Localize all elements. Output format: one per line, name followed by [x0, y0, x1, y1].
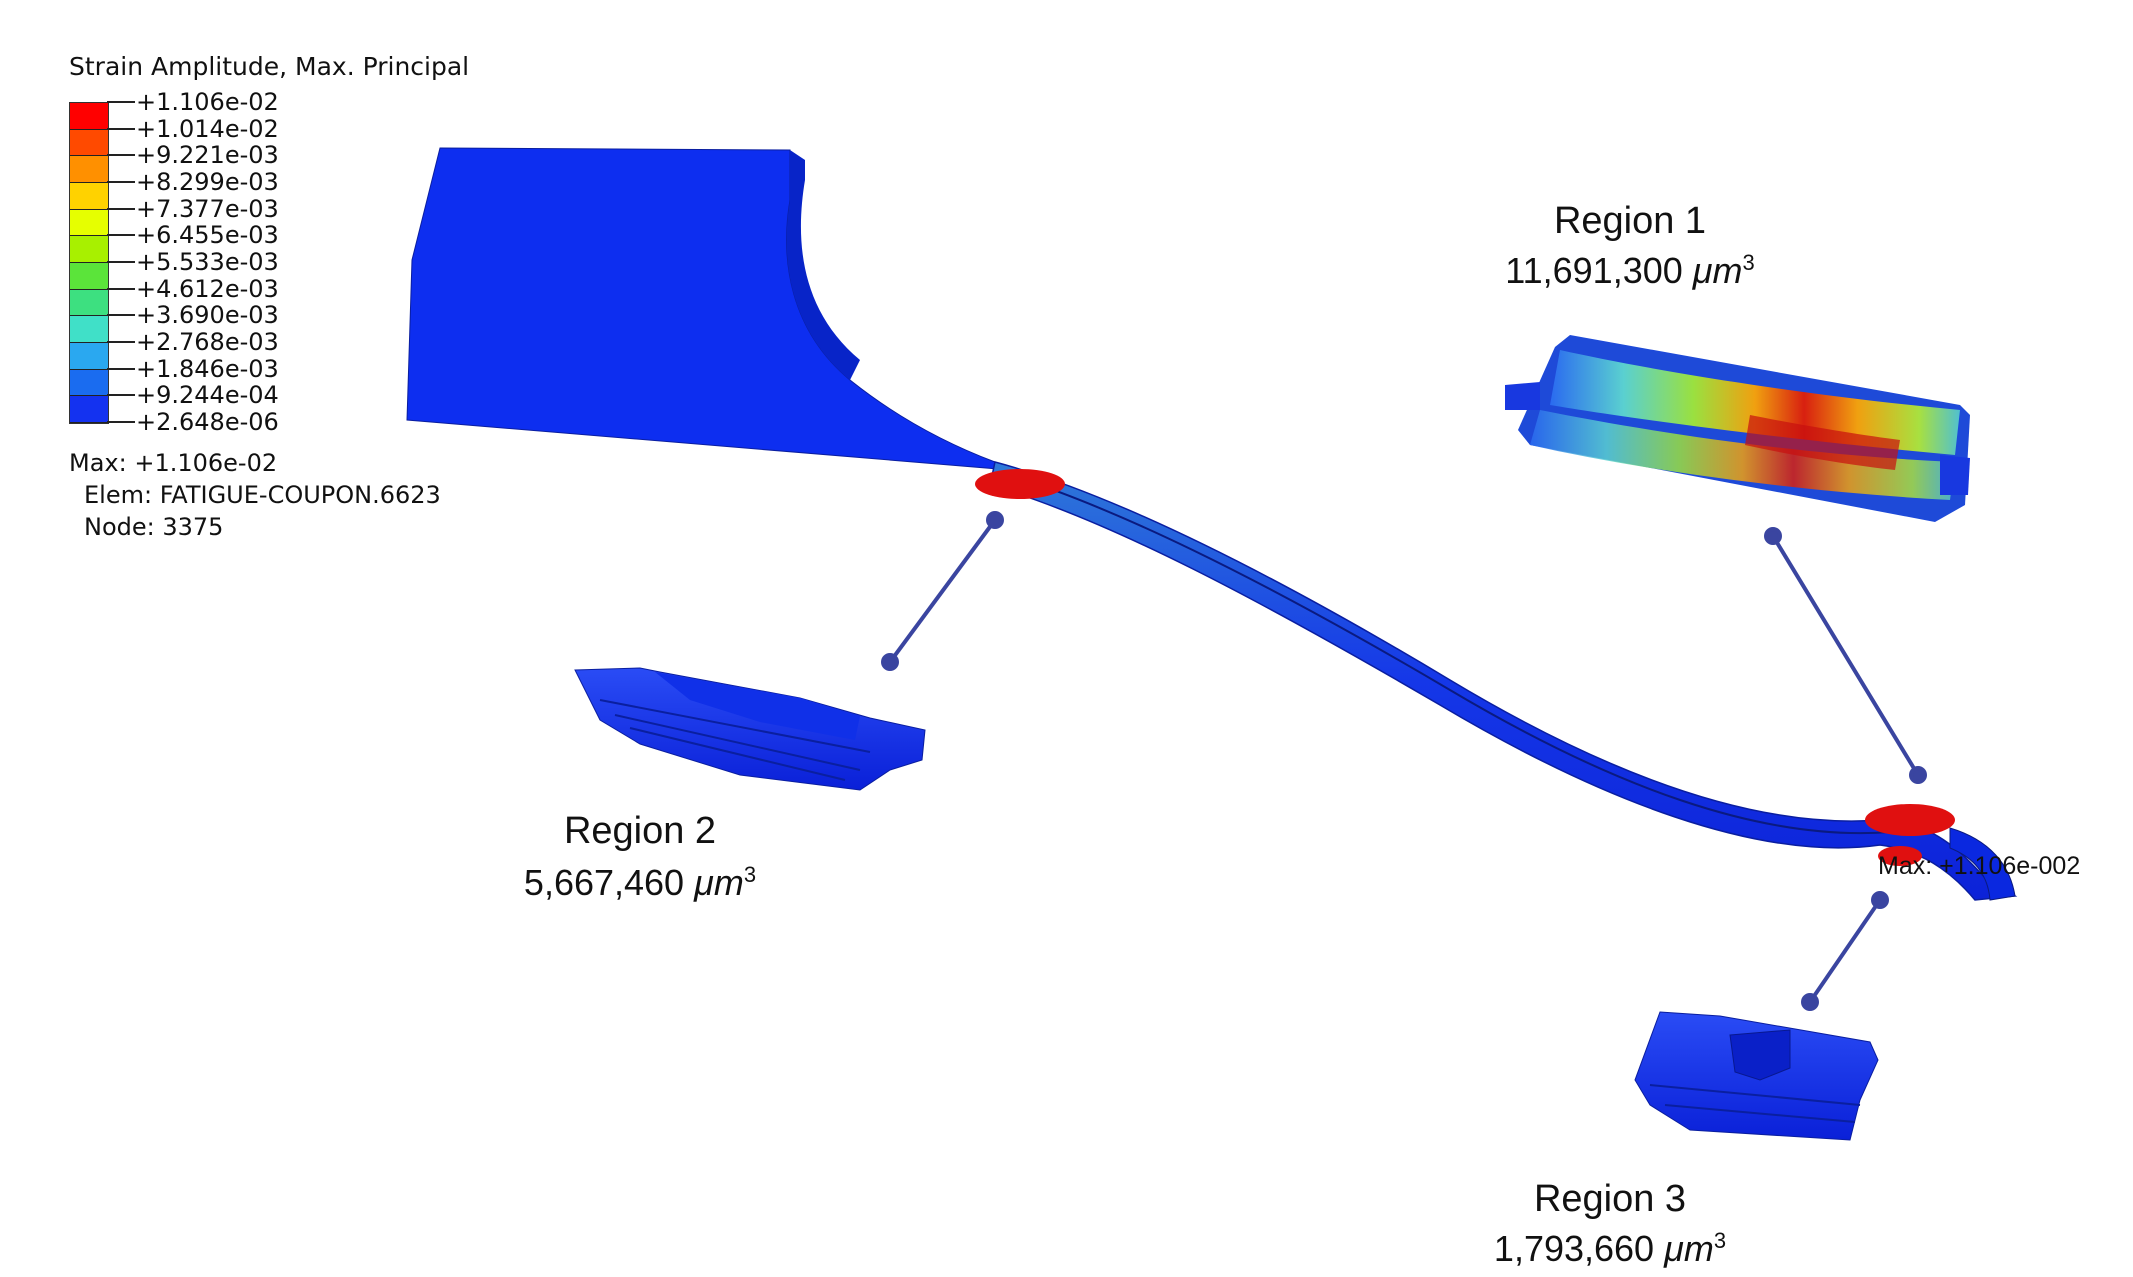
region-2-volume: 5,667,460 μm3 [480, 862, 800, 904]
max-value: Max: +1.106e-02 [69, 449, 278, 477]
region-1-volume-unit: μm [1692, 250, 1743, 291]
hotspot-region-1 [1865, 804, 1955, 836]
legend-tick-label: +4.612e-03 [136, 274, 279, 303]
max-node: Node: 3375 [84, 513, 224, 541]
legend-tick [107, 181, 135, 183]
legend-tick [107, 207, 135, 210]
legend-tick-label: +1.106e-02 [136, 88, 279, 116]
legend-tick [107, 287, 135, 290]
legend-tick [107, 261, 135, 263]
legend-tick-label: +7.377e-03 [136, 194, 279, 223]
hotspot-region-2 [975, 469, 1065, 499]
legend-tick-label: +2.768e-03 [136, 328, 279, 356]
leader-line-region-2 [881, 511, 1004, 671]
region-2-volume-unit: μm [694, 862, 744, 903]
legend-tick-label: +2.648e-06 [136, 408, 279, 436]
legend-tick [107, 421, 135, 423]
legend-tick [107, 394, 135, 397]
legend-swatch [70, 316, 108, 343]
legend-tick-label: +9.244e-04 [136, 381, 279, 410]
region-2-volume-exponent: 3 [743, 862, 757, 887]
legend-swatch [70, 129, 108, 157]
region-3-volume-exponent: 3 [1713, 1228, 1727, 1253]
legend-title: Strain Amplitude, Max. Principal [69, 52, 470, 81]
legend-tick [107, 127, 135, 130]
region-3-volume: 1,793,660 μm3 [1450, 1228, 1770, 1270]
region-3-volume-value: 1,793,660 [1493, 1228, 1655, 1269]
region-2-title: Region 2 [563, 810, 717, 852]
region-1-title: Region 1 [1553, 200, 1707, 242]
legend-tick [107, 314, 135, 317]
legend-swatch [70, 236, 108, 263]
region-1-volume-value: 11,691,300 [1505, 250, 1683, 291]
legend-tick-label: +5.533e-03 [136, 248, 279, 276]
legend-swatch [70, 182, 108, 210]
region-3-volume-unit: μm [1664, 1228, 1714, 1269]
legend-tick [107, 341, 135, 343]
legend-tick-label: +9.221e-03 [136, 141, 279, 170]
coupon-grip-top [786, 150, 860, 380]
region-2-block [574, 667, 926, 791]
legend-tick-label: +3.690e-03 [136, 301, 279, 330]
region-1-volume: 11,691,300 μm3 [1470, 250, 1790, 292]
region-1-volume-exponent: 3 [1742, 250, 1755, 275]
coupon-edge-line [999, 471, 1891, 835]
region-2-volume-value: 5,667,460 [523, 862, 685, 903]
legend-swatch [70, 289, 108, 317]
region-1-block [1505, 335, 1970, 522]
coupon-end-curl [1949, 827, 2016, 901]
legend-tick [107, 101, 135, 103]
hotspot-region-3 [1878, 846, 1922, 866]
legend-swatch [70, 262, 108, 290]
legend-swatch [70, 396, 108, 423]
legend-swatch [70, 369, 108, 397]
leader-line-region-3 [1801, 891, 1889, 1011]
leader-line-region-1 [1764, 527, 1927, 784]
legend-tick [107, 367, 135, 370]
legend-tick-label: +8.299e-03 [136, 168, 279, 196]
legend-tick-label: +1.846e-03 [136, 354, 279, 383]
legend-swatch [70, 156, 108, 183]
legend-swatch [70, 103, 108, 130]
legend-swatch [70, 342, 108, 370]
max-element: Elem: FATIGUE-COUPON.6623 [84, 481, 441, 509]
coupon-grip [406, 147, 1011, 471]
legend-color-bar [69, 102, 109, 424]
region-3-block [1634, 1011, 1879, 1141]
region-3-title: Region 3 [1533, 1178, 1687, 1220]
max-annotation: Max: +1.106e-002 [1878, 852, 2081, 880]
legend-tick [107, 234, 135, 237]
legend-tick [107, 154, 135, 157]
legend-ticks [107, 101, 135, 423]
legend-tick-label: +1.014e-02 [136, 114, 279, 143]
legend-swatch [70, 209, 108, 237]
legend-tick-label: +6.455e-03 [136, 221, 279, 250]
